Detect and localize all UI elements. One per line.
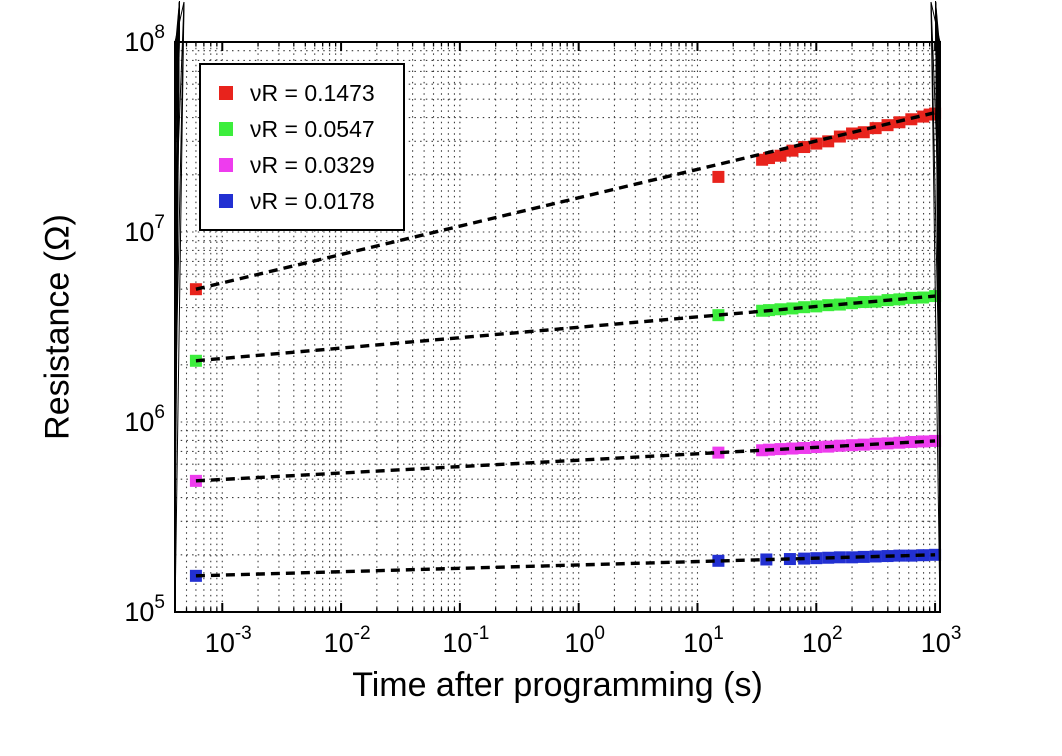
legend-label: νR = 0.0178 xyxy=(250,187,375,214)
y-tick-label: 107 xyxy=(124,212,165,247)
x-tick-label: 100 xyxy=(564,623,605,658)
legend-entry-0: νR = 0.1473 xyxy=(219,75,375,111)
x-tick-label: 103 xyxy=(921,623,962,658)
legend-entry-1: νR = 0.0547 xyxy=(219,111,375,147)
x-tick-label: 10-2 xyxy=(324,623,371,658)
series-3-fit-line xyxy=(195,553,936,578)
legend: νR = 0.1473 νR = 0.0547 νR = 0.0329 νR = 0.… xyxy=(199,63,405,231)
y-axis-label: Resistance (Ω) xyxy=(38,214,77,440)
x-axis-label: Time after programming (s) xyxy=(352,666,763,704)
series-1-markers xyxy=(189,290,942,367)
legend-label: νR = 0.0329 xyxy=(250,151,375,178)
legend-entry-2: νR = 0.0329 xyxy=(219,147,375,183)
legend-label: νR = 0.0547 xyxy=(250,115,375,142)
x-tick-label: 10-3 xyxy=(205,623,252,658)
y-tick-label: 108 xyxy=(124,22,165,57)
series-2-fit-line xyxy=(195,439,936,483)
series-1-fit-line xyxy=(195,294,936,363)
series-3-markers xyxy=(189,548,942,582)
legend-label: νR = 0.1473 xyxy=(250,79,375,106)
legend-square-marker-icon xyxy=(219,158,233,172)
legend-square-marker-icon xyxy=(219,86,233,100)
legend-square-marker-icon xyxy=(219,122,233,136)
legend-square-marker-icon xyxy=(219,194,233,208)
series-2-markers xyxy=(189,434,942,487)
x-tick-label: 10-1 xyxy=(442,623,489,658)
x-tick-label: 102 xyxy=(802,623,843,658)
series-0-fit-line xyxy=(195,110,936,291)
y-tick-label: 106 xyxy=(124,402,165,437)
legend-entry-3: νR = 0.0178 xyxy=(219,183,375,219)
y-tick-label: 105 xyxy=(124,592,165,627)
x-tick-label: 101 xyxy=(683,623,724,658)
